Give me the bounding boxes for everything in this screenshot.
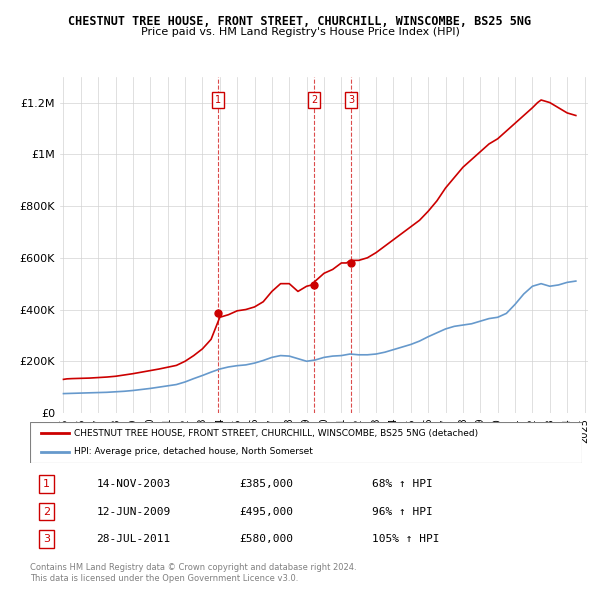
Text: 2: 2 [43,507,50,516]
Text: 14-NOV-2003: 14-NOV-2003 [96,479,170,489]
Text: CHESTNUT TREE HOUSE, FRONT STREET, CHURCHILL, WINSCOMBE, BS25 5NG: CHESTNUT TREE HOUSE, FRONT STREET, CHURC… [68,15,532,28]
Text: 1: 1 [214,95,221,105]
Text: £580,000: £580,000 [240,534,294,544]
Text: 68% ↑ HPI: 68% ↑ HPI [372,479,433,489]
Text: 28-JUL-2011: 28-JUL-2011 [96,534,170,544]
Text: 105% ↑ HPI: 105% ↑ HPI [372,534,440,544]
Text: 96% ↑ HPI: 96% ↑ HPI [372,507,433,516]
Text: 1: 1 [43,479,50,489]
FancyBboxPatch shape [30,422,582,463]
Text: CHESTNUT TREE HOUSE, FRONT STREET, CHURCHILL, WINSCOMBE, BS25 5NG (detached): CHESTNUT TREE HOUSE, FRONT STREET, CHURC… [74,429,478,438]
Text: Contains HM Land Registry data © Crown copyright and database right 2024.
This d: Contains HM Land Registry data © Crown c… [30,563,356,583]
Text: Price paid vs. HM Land Registry's House Price Index (HPI): Price paid vs. HM Land Registry's House … [140,27,460,37]
Text: 12-JUN-2009: 12-JUN-2009 [96,507,170,516]
Text: £495,000: £495,000 [240,507,294,516]
Text: £385,000: £385,000 [240,479,294,489]
Text: HPI: Average price, detached house, North Somerset: HPI: Average price, detached house, Nort… [74,447,313,456]
Text: 3: 3 [43,534,50,544]
Text: 3: 3 [348,95,355,105]
Text: 2: 2 [311,95,317,105]
